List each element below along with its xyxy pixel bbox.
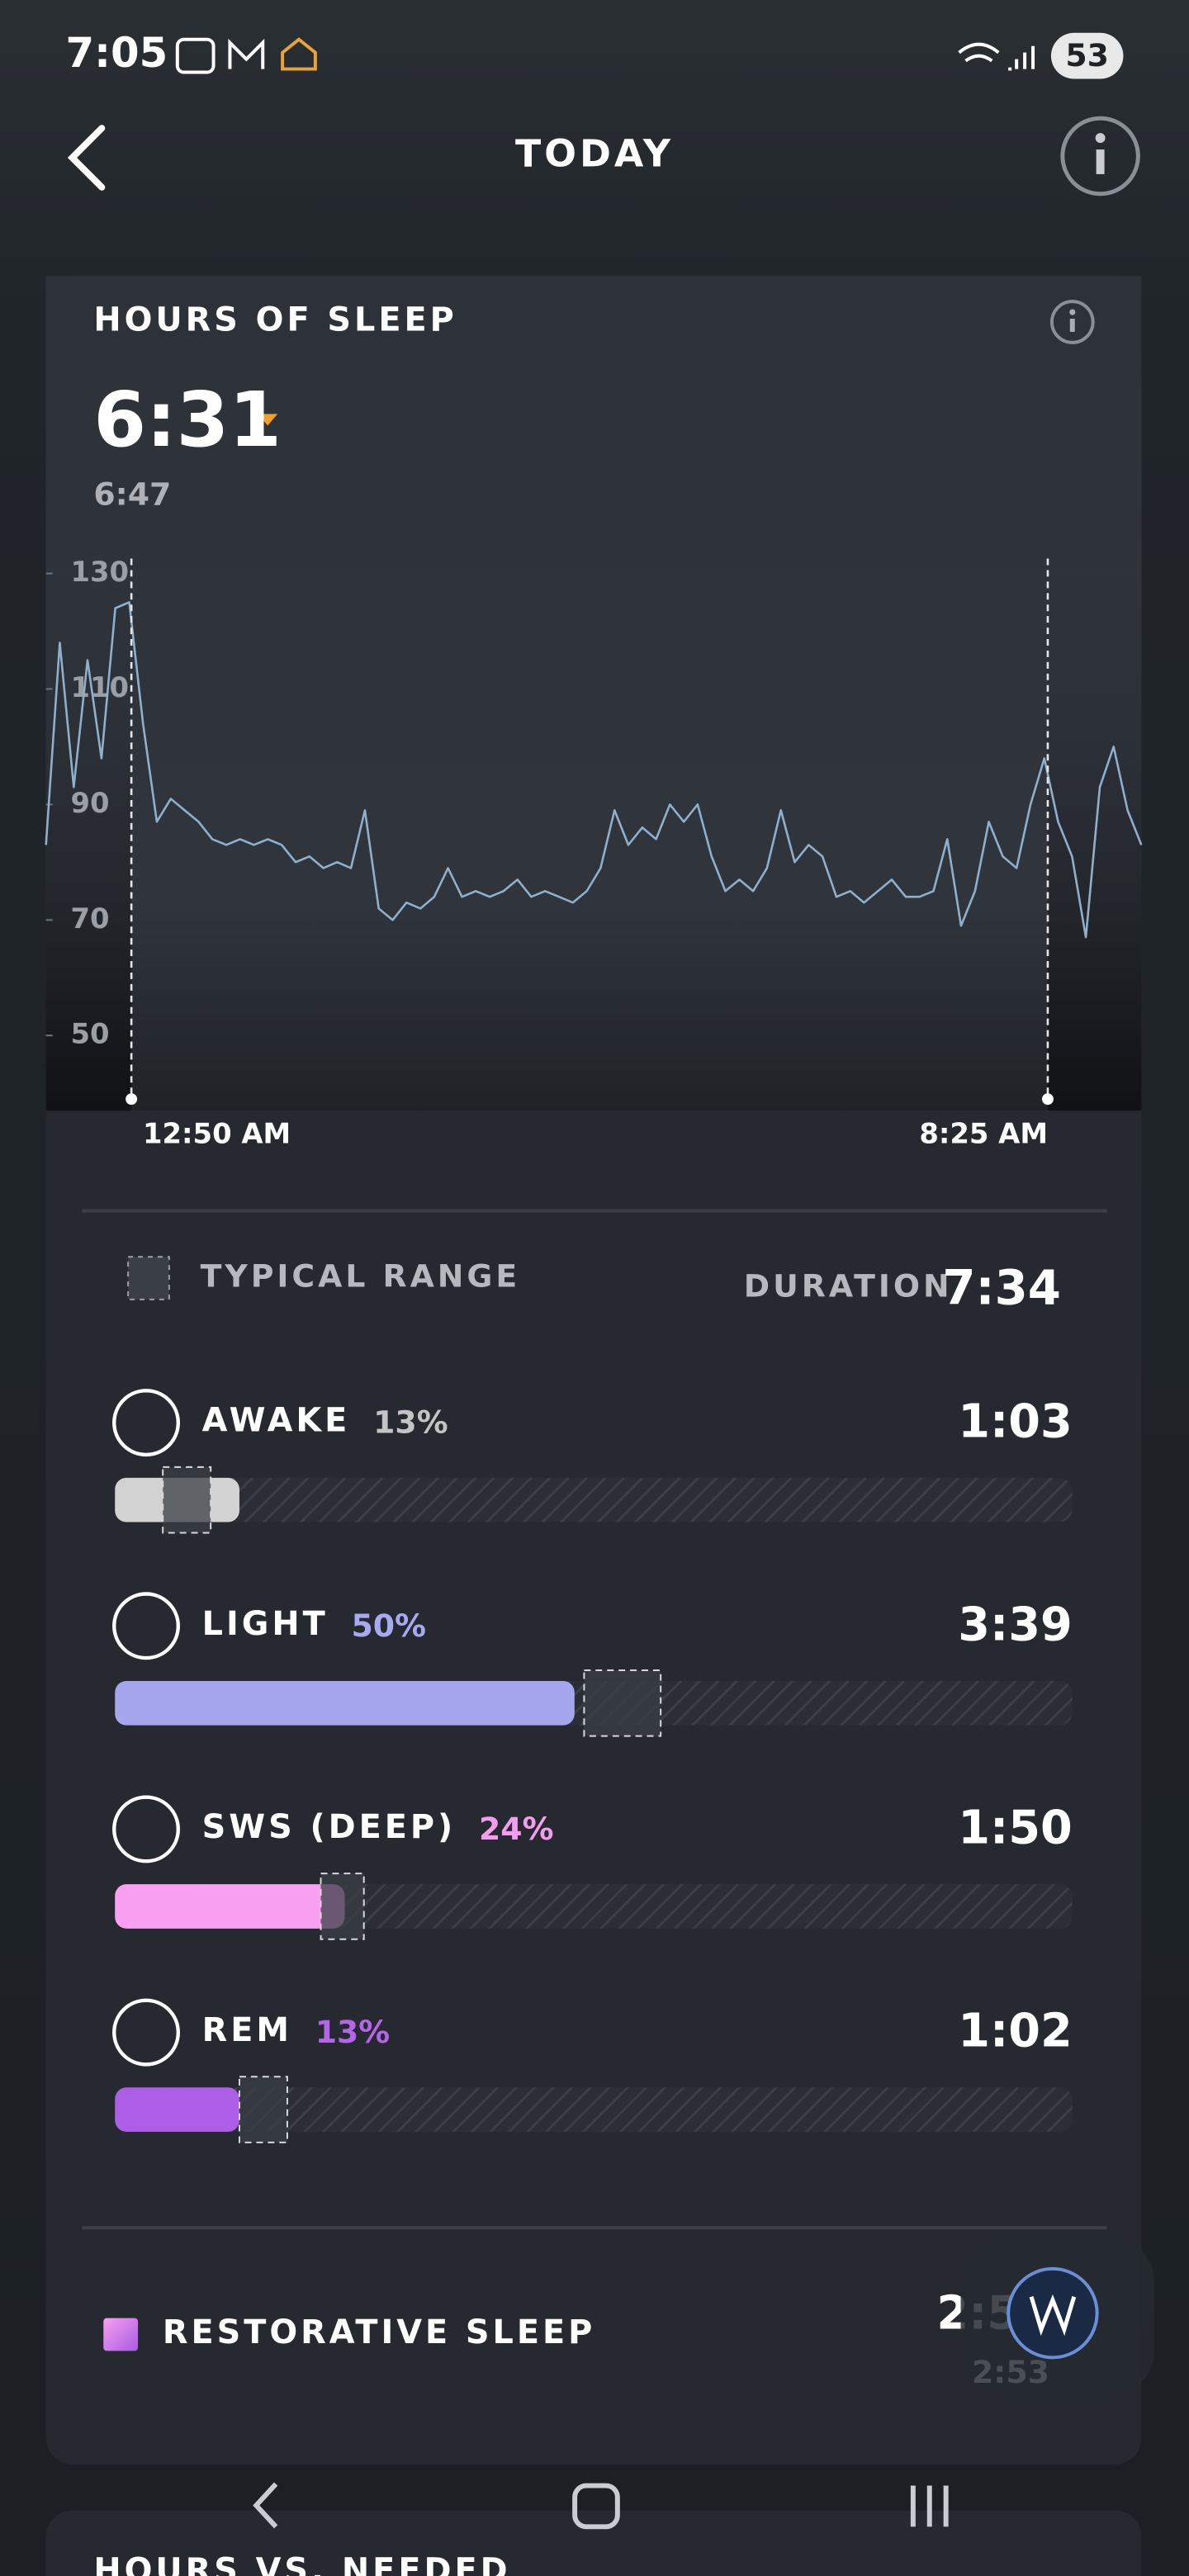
- next-card: [45, 2510, 1142, 2576]
- nav-recents[interactable]: [910, 2485, 949, 2527]
- stage-toggle[interactable]: [112, 1592, 180, 1660]
- post-sleep-shade: [1047, 550, 1142, 1111]
- typical-range-label: TYPICAL RANGE: [201, 1258, 520, 1295]
- stage-percent: 13%: [373, 1404, 448, 1441]
- chart-area: [45, 276, 1142, 1111]
- y-tick-label: 90: [71, 787, 110, 819]
- stage-duration: 1:50: [958, 1802, 1072, 1855]
- stage-name: SWS (DEEP): [202, 1808, 457, 1846]
- next-card-title: HOURS VS. NEEDED: [93, 2552, 510, 2576]
- typical-range: [238, 2076, 288, 2143]
- nav-home[interactable]: [572, 2483, 620, 2530]
- restorative-label: RESTORATIVE SLEEP: [163, 2313, 595, 2351]
- y-tick-label: 70: [71, 902, 110, 935]
- page-title: TODAY: [515, 132, 674, 176]
- y-tick-label: 110: [71, 671, 130, 703]
- status-icons: [175, 37, 1035, 74]
- stage-duration: 3:39: [958, 1598, 1072, 1651]
- info-button[interactable]: [1060, 116, 1140, 197]
- typical-range: [320, 1873, 365, 1940]
- stage-percent: 50%: [352, 1608, 426, 1644]
- y-tick-label: 130: [71, 556, 130, 588]
- stage-track: [115, 1477, 1073, 1522]
- nav-bar: [253, 2482, 949, 2530]
- heart-rate-line: [45, 601, 1143, 939]
- duration-label: DURATION: [744, 1267, 953, 1304]
- card-title: HOURS OF SLEEP: [93, 301, 457, 339]
- duration-value: 7:34: [942, 1260, 1060, 1316]
- restorative-value-ghost: 2:53: [972, 2354, 1049, 2390]
- stage-duration: 1:03: [958, 1395, 1072, 1448]
- card-info-button[interactable]: [1049, 300, 1095, 344]
- stage-duration: 1:02: [958, 2005, 1072, 2058]
- nav-back[interactable]: [253, 2482, 278, 2529]
- stage-name: AWAKE: [202, 1402, 351, 1440]
- time-label: 12:50 AM: [143, 1117, 291, 1149]
- stage-percent: 13%: [315, 2014, 390, 2050]
- stage-bar: [115, 2087, 239, 2132]
- stage-name: LIGHT: [202, 1605, 329, 1643]
- coach-button[interactable]: [1007, 2266, 1099, 2360]
- stage-track: [115, 2087, 1073, 2132]
- stage-toggle[interactable]: [112, 1795, 180, 1863]
- sleep-hours: 6:31: [93, 376, 282, 464]
- typical-range: [162, 1466, 212, 1534]
- restorative-icon: [103, 2318, 139, 2351]
- time-label: 8:25 AM: [919, 1117, 1048, 1149]
- stage-bar: [115, 1680, 575, 1726]
- sleep-boundary-dot: [126, 1093, 138, 1106]
- stage-bar: [115, 1884, 345, 1929]
- coach-button-logo: [1029, 2294, 1077, 2337]
- typical-range: [583, 1669, 662, 1737]
- trend-arrow: [258, 414, 278, 426]
- sleep-needed: 6:47: [93, 476, 171, 512]
- stage-name: REM: [202, 2011, 292, 2049]
- status-time: 7:05: [66, 29, 168, 77]
- stage-toggle[interactable]: [112, 1998, 180, 2067]
- battery-pill: [1050, 32, 1124, 79]
- battery-level: 53: [1065, 37, 1109, 73]
- y-tick-label: 50: [71, 1018, 110, 1050]
- typical-range-icon: [127, 1256, 170, 1300]
- stage-toggle[interactable]: [112, 1389, 180, 1457]
- coach-button-ring: [1007, 2266, 1099, 2360]
- stage-percent: 24%: [479, 1811, 553, 1847]
- back-button[interactable]: [67, 125, 106, 191]
- sleep-boundary-dot: [1041, 1093, 1054, 1106]
